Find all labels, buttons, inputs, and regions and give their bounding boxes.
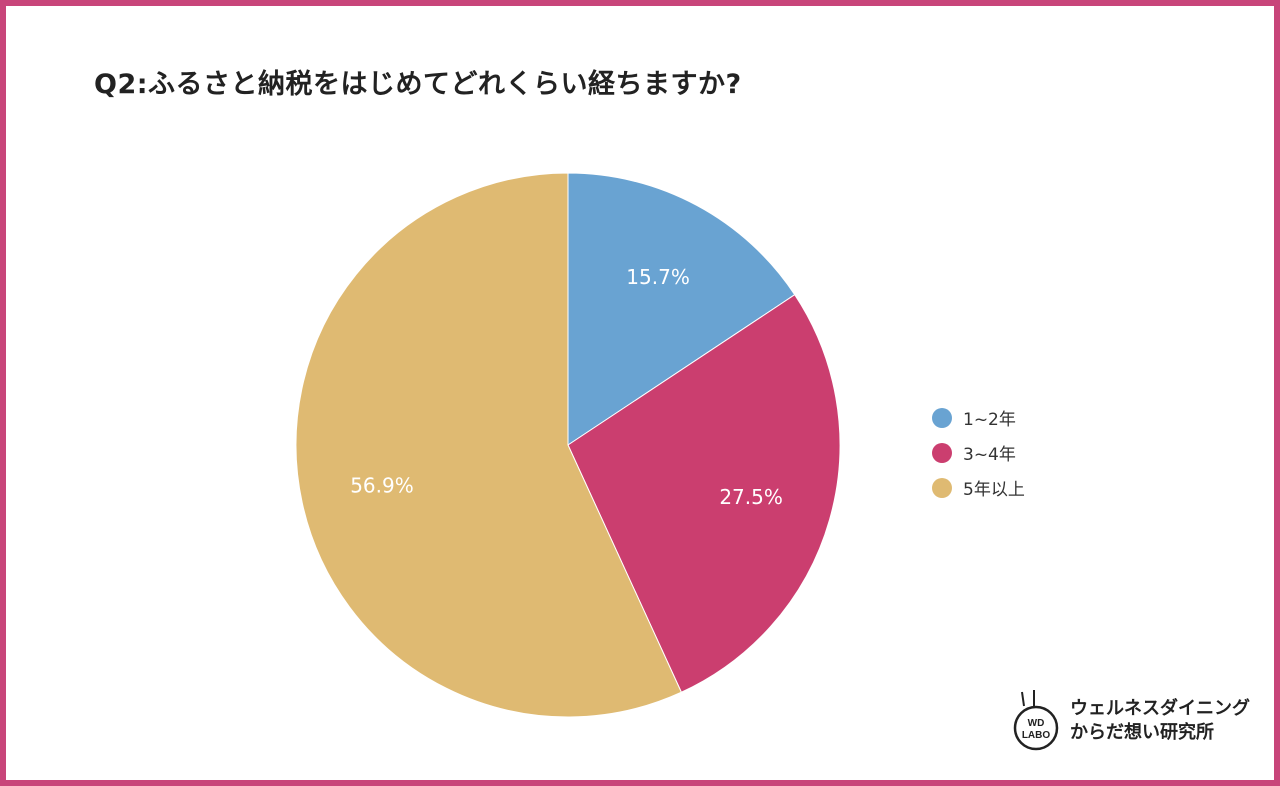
pie-slice [567, 172, 796, 446]
legend-item: 5年以上 [932, 470, 1025, 505]
data-label: 27.5% [719, 485, 783, 509]
legend-swatch [932, 442, 952, 463]
data-label: 15.7% [626, 265, 690, 289]
legend-item: 3~4年 [932, 435, 1025, 470]
legend-swatch [932, 477, 952, 498]
logo-line2: からだ想い研究所 [1070, 722, 1214, 743]
svg-text:WD: WD [1028, 718, 1045, 729]
pie-slice [295, 172, 683, 718]
legend-swatch [932, 407, 952, 428]
svg-text:LABO: LABO [1022, 730, 1051, 741]
legend-label: 5年以上 [963, 480, 1025, 500]
data-label: 56.9% [350, 474, 414, 498]
legend: 1~2年 3~4年 5年以上 [932, 400, 1025, 505]
legend-item: 1~2年 [932, 400, 1025, 435]
wd-labo-logo-mark: WD LABO [1013, 690, 1059, 751]
chart-title: Q2:ふるさと納税をはじめてどれくらい経ちますか? [94, 69, 742, 100]
legend-label: 3~4年 [963, 445, 1016, 465]
logo: WD LABO ウェルネスダイニング からだ想い研究所 [1012, 690, 1250, 752]
logo-line1: ウェルネスダイニング [1070, 698, 1250, 719]
legend-label: 1~2年 [963, 410, 1016, 430]
